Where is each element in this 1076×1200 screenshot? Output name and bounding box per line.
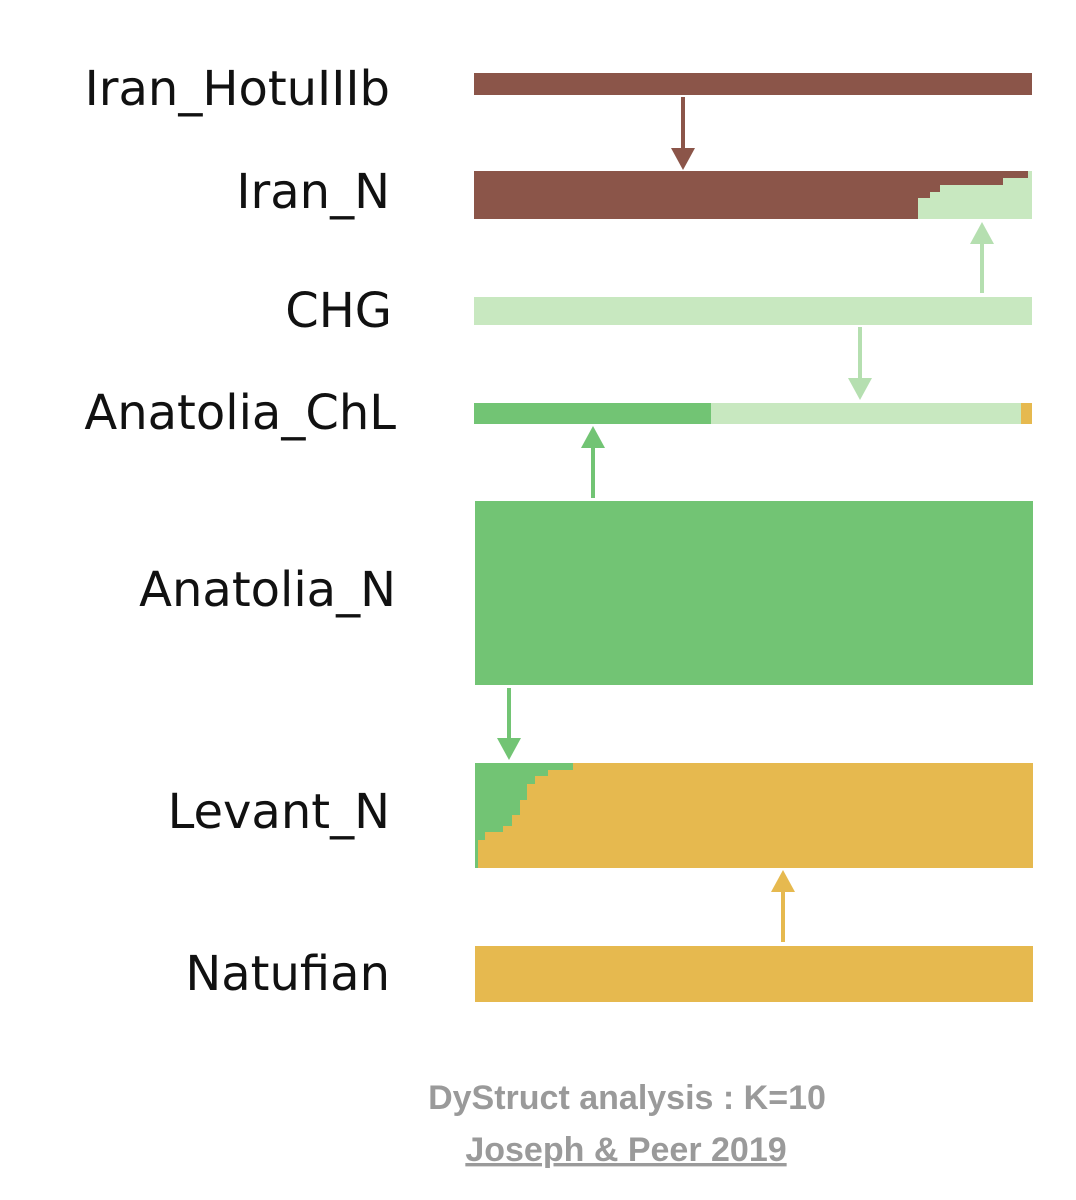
population-label: Iran_N xyxy=(236,164,390,220)
arrow xyxy=(771,870,795,942)
arrow xyxy=(497,688,521,760)
ancestry-bar xyxy=(475,763,1033,868)
ancestry-segment xyxy=(711,403,1021,424)
arrow xyxy=(581,426,605,498)
caption-citation: Joseph & Peer 2019 xyxy=(465,1131,786,1169)
ancestry-bar xyxy=(475,501,1033,685)
ancestry-segment xyxy=(475,763,573,868)
arrow xyxy=(848,327,872,400)
ancestry-segment xyxy=(1021,403,1032,424)
caption-title: DyStruct analysis : K=10 xyxy=(428,1079,826,1117)
ancestry-segment xyxy=(474,403,711,424)
population-label: Anatolia_ChL xyxy=(84,385,396,441)
population-label: Levant_N xyxy=(168,784,390,840)
arrow xyxy=(970,222,994,293)
ancestry-bar xyxy=(474,73,1032,95)
ancestry-bar xyxy=(474,297,1032,325)
arrow xyxy=(671,97,695,170)
ancestry-segment xyxy=(918,171,1032,219)
ancestry-bar xyxy=(475,946,1033,1002)
population-label: CHG xyxy=(285,283,392,339)
population-label: Natufian xyxy=(185,946,390,1002)
population-label: Anatolia_N xyxy=(139,562,396,618)
population-label: Iran_HotuIIIb xyxy=(85,61,390,117)
